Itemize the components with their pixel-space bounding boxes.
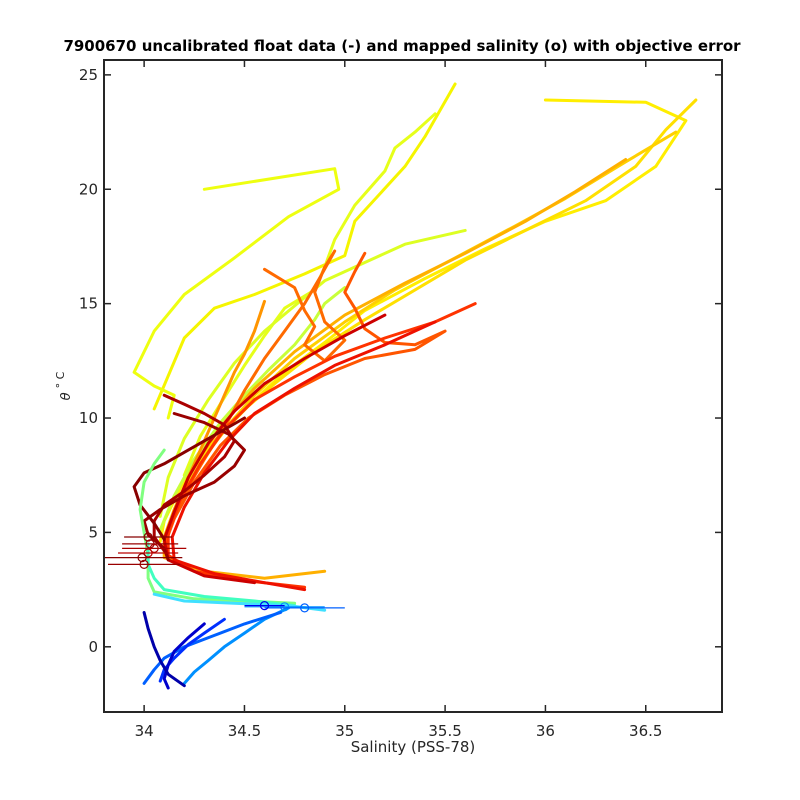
mapped-salinity-point: [137, 552, 147, 563]
x-tick-label: 35: [335, 722, 354, 740]
profile-line: [158, 228, 467, 518]
profile-line: [162, 622, 206, 690]
x-axis: 34 34.5 35 35.5 36 36.5: [135, 60, 662, 740]
profile-line: [142, 412, 246, 562]
profile-line: [158, 617, 226, 683]
mapped-salinity-point: [259, 600, 270, 611]
y-axis-label: θ ° C: [54, 371, 74, 400]
profile-line: [132, 167, 341, 420]
profile-line: [158, 98, 688, 544]
y-tick-label: 0: [88, 638, 98, 656]
y-tick-label: 25: [79, 66, 98, 84]
profile-line: [170, 320, 437, 592]
profile-line: [132, 416, 246, 541]
mapped-salinity-point: [280, 602, 290, 612]
y-axis-label-symbol: θ: [59, 392, 74, 400]
x-tick-label: 36: [536, 722, 555, 740]
y-axis-label-unit: ° C: [54, 371, 67, 388]
mapped-salinity-point: [300, 603, 310, 613]
y-tick-label: 5: [88, 523, 98, 541]
x-axis-label: Salinity (PSS-78): [351, 738, 476, 756]
mapped-salinity-point: [143, 532, 153, 542]
mapped-salinity-point: [139, 559, 149, 570]
plot-data-layer: [104, 82, 698, 690]
x-tick-label: 35.5: [428, 722, 461, 740]
chart-title: 7900670 uncalibrated float data (-) and …: [63, 37, 741, 55]
x-tick-label: 36.5: [629, 722, 662, 740]
plot-frame: [103, 59, 723, 713]
profile-line: [142, 611, 186, 688]
x-tick-label: 34.5: [228, 722, 261, 740]
profile-line: [162, 158, 628, 580]
profile-line: [162, 313, 387, 585]
y-tick-label: 15: [79, 295, 98, 313]
y-axis: 0 5 10 15 20 25: [79, 66, 722, 656]
y-tick-label: 10: [79, 409, 98, 427]
y-tick-label: 20: [79, 180, 98, 198]
profile-line: [182, 606, 291, 685]
profile-line: [162, 251, 447, 548]
x-tick-label: 34: [135, 722, 154, 740]
